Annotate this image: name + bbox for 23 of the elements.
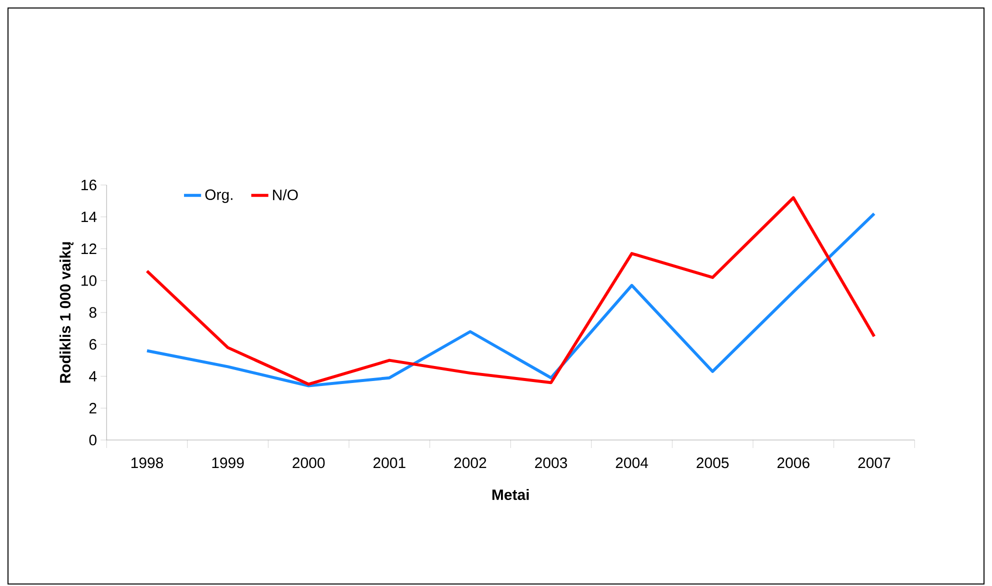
y-axis-title: Rodiklis 1 000 vaikų [60, 242, 74, 383]
y-tick-label: 12 [82, 244, 96, 254]
y-tick-label: 16 [82, 180, 96, 190]
x-tick-label: 2000 [292, 458, 325, 468]
legend-label: N/O [273, 189, 298, 200]
x-tick-label: 2007 [858, 458, 890, 468]
legend-label: Org. [205, 189, 232, 203]
x-tick-label: 2005 [696, 458, 729, 468]
y-tick-label: 2 [89, 402, 96, 414]
x-tick-label: 2006 [777, 458, 810, 468]
x-tick-label: 1998 [131, 458, 164, 468]
y-tick-label: 0 [89, 434, 96, 446]
x-tick-label: 2002 [454, 458, 486, 468]
x-tick-label: 2003 [535, 458, 568, 468]
x-tick-label: 2004 [616, 458, 648, 468]
x-axis-title: Metai [492, 489, 529, 500]
y-tick-label: 10 [82, 275, 96, 286]
x-tick-label: 2001 [373, 458, 406, 468]
y-tick-label: 4 [89, 371, 97, 382]
x-tick-label: 1999 [212, 458, 244, 468]
y-tick-label: 6 [89, 339, 96, 350]
y-tick-label: 14 [82, 212, 97, 222]
y-tick-label: 8 [89, 307, 96, 318]
